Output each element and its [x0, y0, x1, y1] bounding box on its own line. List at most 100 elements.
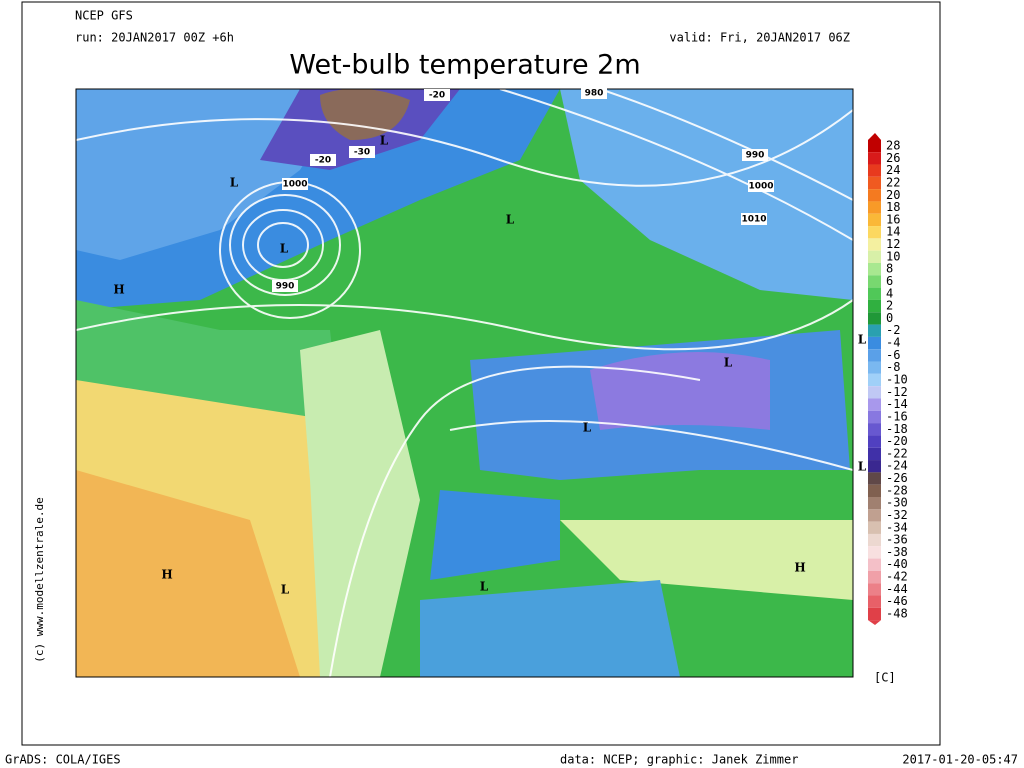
pressure-center: H [113, 283, 124, 297]
colorbar-label: -26 [886, 471, 908, 485]
colorbar-label: -32 [886, 508, 908, 522]
colorbar-label: -4 [886, 336, 900, 350]
colorbar-swatch [868, 324, 881, 337]
colorbar-label: -18 [886, 422, 908, 436]
colorbar-swatch [868, 509, 881, 522]
colorbar-swatch [868, 164, 881, 177]
label-box [272, 280, 298, 292]
colorbar-swatch [868, 497, 881, 510]
colorbar-label: -40 [886, 557, 908, 571]
colorbar-label: -30 [886, 496, 908, 510]
label-box [742, 149, 768, 161]
colorbar-label: -12 [886, 385, 908, 399]
unit: [C] [874, 671, 896, 685]
colorbar-label: 12 [886, 237, 900, 251]
colorbar-label: -20 [886, 434, 908, 448]
colorbar-swatch [868, 238, 881, 251]
colorbar-label: 20 [886, 188, 900, 202]
colorbar-swatch [868, 349, 881, 362]
isobar-label: 990 [746, 151, 765, 161]
colorbar-swatch [868, 423, 881, 436]
map [76, 89, 853, 677]
colorbar-label: -34 [886, 520, 908, 534]
colorbar-label: -22 [886, 446, 908, 460]
footer-left: GrADS: COLA/IGES [5, 753, 121, 767]
colorbar-label: -8 [886, 360, 900, 374]
label-box [424, 89, 450, 101]
pressure-center: L [230, 176, 239, 190]
isobar-label: -30 [354, 148, 370, 158]
colorbar-label: 28 [886, 139, 900, 153]
pressure-center: L [281, 583, 290, 597]
isobar-label: -20 [429, 91, 445, 101]
pressure-center: L [583, 421, 592, 435]
pressure-center: H [794, 561, 805, 575]
colorbar-swatch [868, 312, 881, 325]
colorbar-swatch [868, 361, 881, 374]
isobar-label: 1000 [748, 182, 773, 192]
colorbar-swatch [868, 472, 881, 485]
label-box [349, 146, 375, 158]
colorbar-swatch [868, 189, 881, 202]
pressure-center: H [161, 568, 172, 582]
colorbar-arrow [868, 620, 881, 625]
label-box [581, 87, 607, 99]
colorbar-swatch [868, 595, 881, 608]
frame [21, 1, 941, 746]
colorbar-label: 22 [886, 175, 900, 189]
colorbar-swatch [868, 484, 881, 497]
model: NCEP GFS [75, 9, 133, 23]
map-border [75, 88, 854, 678]
colorbar-swatch [868, 521, 881, 534]
colorbar-swatch [868, 213, 881, 227]
colorbar-swatch [868, 226, 881, 239]
colorbar-label: -46 [886, 594, 908, 608]
label-box [310, 154, 336, 166]
colorbar-label: -24 [886, 459, 908, 473]
colorbar-label: 6 [886, 274, 893, 288]
colorbar-label: -48 [886, 607, 908, 621]
colorbar-swatch [868, 176, 881, 190]
pressure-center: L [380, 134, 389, 148]
colorbar-label: 0 [886, 311, 893, 325]
colorbar-swatch [868, 546, 881, 559]
colorbar-swatch [868, 263, 881, 276]
colorbar-swatch [868, 275, 881, 288]
side-credit: (c) www.modellzentrale.de [33, 497, 46, 663]
colorbar-label: 4 [886, 286, 893, 300]
pressure-center: L [506, 213, 515, 227]
colorbar-label: 24 [886, 163, 900, 177]
colorbar-label: -36 [886, 533, 908, 547]
colorbar-label: -42 [886, 570, 908, 584]
colorbar-swatch [868, 139, 881, 153]
label-box [741, 213, 767, 225]
colorbar-swatch [868, 152, 881, 165]
isobar-label: 980 [585, 89, 604, 99]
colorbar-swatch [868, 410, 881, 424]
colorbar-swatch [868, 336, 881, 350]
colorbar-swatch [868, 447, 881, 461]
pressure-center: L [724, 356, 733, 370]
colorbar-swatch [868, 533, 881, 547]
colorbar-label: -10 [886, 373, 908, 387]
colorbar-swatch [868, 299, 881, 313]
label-box [748, 180, 774, 192]
colorbar-swatch [868, 460, 881, 473]
colorbar-arrow [868, 133, 881, 140]
run: run: 20JAN2017 00Z +6h [75, 31, 234, 45]
colorbar-swatch [868, 386, 881, 399]
colorbar-label: -38 [886, 545, 908, 559]
valid: valid: Fri, 20JAN2017 06Z [669, 31, 850, 45]
pressure-center: L [858, 333, 867, 347]
colorbar: 2826242220181614121086420-2-4-6-8-10-12-… [868, 133, 908, 625]
colorbar-label: 14 [886, 225, 900, 239]
colorbar-swatch [868, 287, 881, 300]
footer-right: 2017-01-20-05:47 [902, 753, 1018, 767]
colorbar-label: 8 [886, 262, 893, 276]
colorbar-swatch [868, 398, 881, 411]
colorbar-label: 16 [886, 212, 900, 226]
colorbar-swatch [868, 558, 881, 571]
colorbar-label: -28 [886, 483, 908, 497]
colorbar-swatch [868, 435, 881, 448]
isobar-label: 1010 [741, 215, 766, 225]
